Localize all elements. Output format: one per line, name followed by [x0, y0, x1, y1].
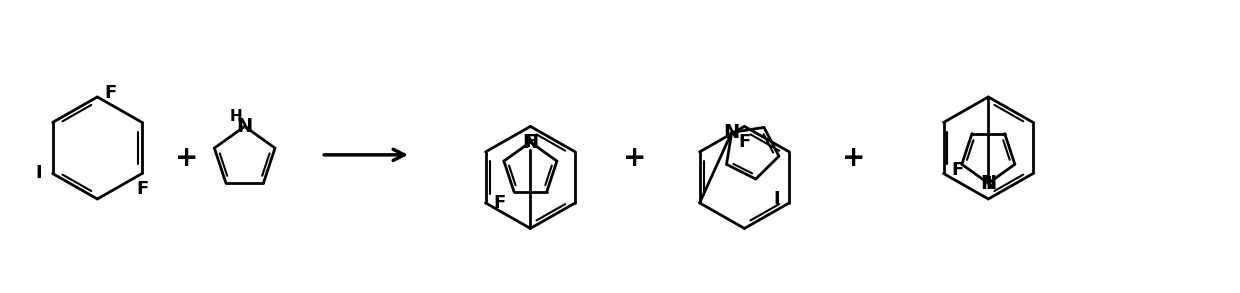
Text: F: F	[525, 133, 537, 151]
Text: F: F	[494, 194, 506, 212]
Text: +: +	[842, 144, 866, 172]
Text: F: F	[104, 84, 117, 102]
Text: F: F	[738, 133, 750, 151]
Text: I: I	[35, 164, 42, 183]
Text: N: N	[522, 133, 538, 151]
Text: N: N	[237, 117, 253, 136]
Text: N: N	[724, 123, 740, 142]
Text: I: I	[985, 175, 992, 193]
Text: +: +	[624, 144, 646, 172]
Text: I: I	[773, 190, 780, 208]
Text: N: N	[980, 174, 997, 193]
Text: H: H	[229, 109, 242, 124]
Text: F: F	[136, 180, 149, 198]
Text: +: +	[175, 144, 198, 172]
Text: F: F	[951, 161, 963, 178]
